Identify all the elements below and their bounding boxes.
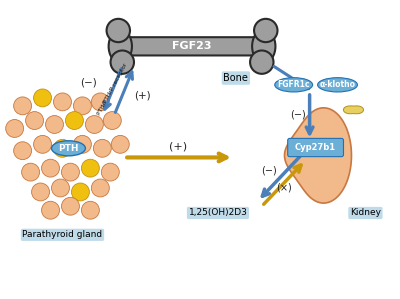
Circle shape: [66, 112, 84, 129]
Circle shape: [72, 183, 89, 201]
Circle shape: [85, 116, 103, 133]
Text: (×): (×): [276, 183, 292, 193]
Circle shape: [42, 159, 60, 177]
Circle shape: [52, 179, 70, 197]
Circle shape: [34, 135, 52, 153]
Circle shape: [26, 112, 44, 129]
FancyBboxPatch shape: [288, 138, 344, 157]
Circle shape: [254, 19, 278, 42]
Circle shape: [106, 19, 130, 42]
Circle shape: [62, 197, 80, 215]
Text: PTH/PTHrP receptor: PTH/PTHrP receptor: [96, 62, 128, 116]
Circle shape: [54, 93, 72, 111]
Circle shape: [82, 159, 99, 177]
Ellipse shape: [109, 30, 132, 63]
Text: FGF23: FGF23: [172, 41, 212, 51]
Circle shape: [34, 89, 52, 107]
Circle shape: [82, 201, 99, 219]
Text: 1,25(OH)2D3: 1,25(OH)2D3: [188, 208, 247, 217]
Ellipse shape: [275, 78, 313, 92]
Text: Bone: Bone: [224, 73, 248, 83]
Text: (−): (−): [261, 166, 276, 176]
Text: (+): (+): [169, 142, 187, 152]
Circle shape: [54, 139, 72, 157]
Text: (−): (−): [80, 77, 97, 87]
Circle shape: [14, 97, 32, 115]
Text: (+): (+): [134, 91, 150, 101]
Circle shape: [42, 201, 60, 219]
Text: PTH: PTH: [58, 144, 79, 153]
Text: α-klotho: α-klotho: [320, 80, 356, 89]
Circle shape: [101, 163, 119, 181]
Circle shape: [74, 97, 91, 115]
Ellipse shape: [318, 78, 358, 92]
Circle shape: [46, 116, 64, 133]
Circle shape: [111, 135, 129, 153]
Circle shape: [32, 183, 50, 201]
Circle shape: [62, 163, 80, 181]
Text: Cyp27b1: Cyp27b1: [295, 143, 336, 152]
Circle shape: [74, 135, 91, 153]
Circle shape: [250, 51, 274, 74]
Polygon shape: [344, 106, 364, 114]
Ellipse shape: [52, 141, 85, 156]
FancyBboxPatch shape: [120, 37, 264, 55]
Circle shape: [6, 120, 24, 138]
Circle shape: [91, 93, 109, 111]
Circle shape: [22, 163, 40, 181]
Ellipse shape: [252, 30, 276, 63]
Circle shape: [14, 142, 32, 160]
Polygon shape: [284, 108, 352, 203]
Text: FGFR1c: FGFR1c: [278, 80, 310, 89]
Circle shape: [103, 112, 121, 129]
Text: (−): (−): [290, 110, 306, 120]
Text: Kidney: Kidney: [350, 208, 381, 217]
Circle shape: [91, 179, 109, 197]
Circle shape: [93, 139, 111, 157]
Circle shape: [110, 51, 134, 74]
Text: Parathyroid gland: Parathyroid gland: [22, 230, 102, 239]
